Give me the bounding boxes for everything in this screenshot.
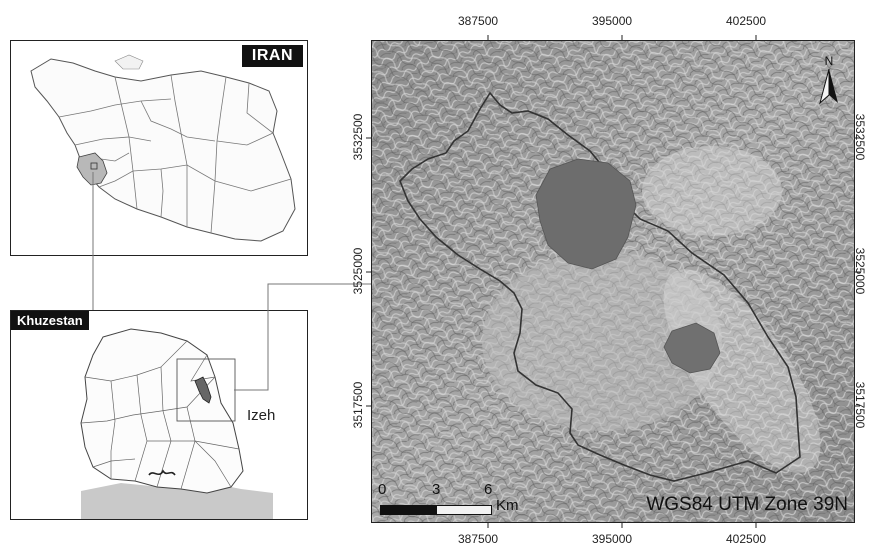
- y-tick-right-3: 3517500: [853, 381, 867, 429]
- iran-inset-frame: IRAN: [10, 40, 308, 256]
- y-tick-left-3: 3517500: [351, 381, 365, 429]
- ridge-bright: [663, 269, 821, 473]
- khuzestan-county-lines: [80, 340, 240, 490]
- north-label: N: [825, 54, 834, 68]
- north-arrow-icon: N: [819, 54, 838, 105]
- x-tick-top-1: 387500: [458, 14, 499, 28]
- river-mark: [148, 469, 176, 476]
- iran-outline: [30, 58, 296, 242]
- scale-bar: 0 3 6 Km: [378, 481, 538, 517]
- lake-north: [535, 158, 637, 270]
- x-tick-top-3: 402500: [726, 14, 767, 28]
- iran-inset-map: [30, 54, 296, 242]
- scale-label-3: 3: [432, 481, 441, 498]
- khuzestan-title: Khuzestan: [11, 311, 89, 330]
- y-tick-left-2: 3525000: [351, 247, 365, 295]
- y-tick-right-1: 3532500: [853, 113, 867, 161]
- projection-label: WGS84 UTM Zone 39N: [646, 494, 848, 515]
- izeh-study-area-small: [194, 376, 212, 404]
- scale-unit: Km: [496, 497, 519, 514]
- izeh-label: Izeh: [247, 407, 276, 424]
- scale-segment-light: [436, 505, 492, 515]
- iran-title: IRAN: [241, 45, 303, 67]
- persian-gulf: [81, 481, 273, 519]
- y-tick-left-1: 3532500: [351, 113, 365, 161]
- scale-segment-dark: [380, 505, 438, 515]
- satellite-image: [372, 41, 854, 522]
- x-tick-bottom-1: 387500: [458, 532, 499, 546]
- iran-province-lines: [58, 74, 292, 234]
- y-tick-right-2: 3525000: [853, 247, 867, 295]
- x-tick-top-2: 395000: [592, 14, 633, 28]
- province-inset-frame: Khuzestan Izeh: [10, 310, 308, 520]
- caspian-sea: [114, 54, 144, 70]
- scale-label-6: 6: [484, 481, 493, 498]
- khuzestan-inset-map: [80, 328, 273, 519]
- x-tick-bottom-2: 395000: [592, 532, 633, 546]
- scale-label-0: 0: [378, 481, 387, 498]
- x-tick-bottom-3: 402500: [726, 532, 767, 546]
- valley-plain: [482, 251, 722, 431]
- izeh-marker-small: [90, 162, 98, 170]
- main-map-frame: N 0 3 6 Km WGS84 UTM Zone 39N: [371, 40, 855, 523]
- mountain-bright: [642, 146, 782, 236]
- lake-south: [663, 322, 721, 374]
